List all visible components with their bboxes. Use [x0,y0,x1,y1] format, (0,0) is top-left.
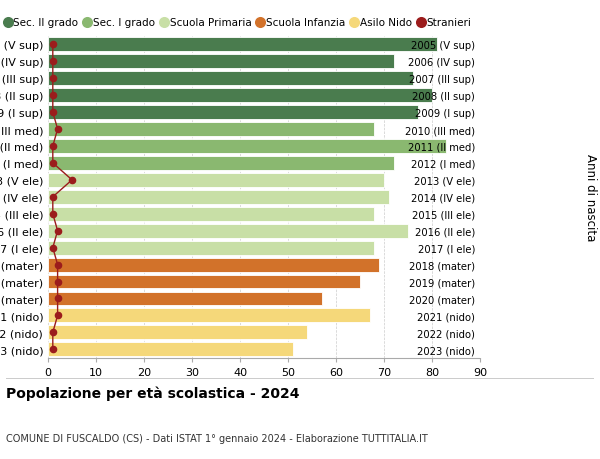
Bar [48,326,307,340]
Bar [48,342,293,357]
Text: Anni di nascita: Anni di nascita [584,154,597,241]
Bar [48,207,374,221]
Point [53,295,62,302]
Point [48,245,58,252]
Bar [48,157,394,170]
Bar [48,275,360,289]
Point [48,211,58,218]
Point [48,143,58,150]
Point [67,177,77,184]
Point [48,346,58,353]
Point [53,278,62,285]
Legend: Sec. II grado, Sec. I grado, Scuola Primaria, Scuola Infanzia, Asilo Nido, Stran: Sec. II grado, Sec. I grado, Scuola Prim… [5,18,471,28]
Bar [48,258,379,272]
Bar [48,89,432,103]
Bar [48,190,389,204]
Text: COMUNE DI FUSCALDO (CS) - Dati ISTAT 1° gennaio 2024 - Elaborazione TUTTITALIA.I: COMUNE DI FUSCALDO (CS) - Dati ISTAT 1° … [6,433,428,442]
Point [48,92,58,100]
Point [53,228,62,235]
Point [48,58,58,66]
Bar [48,106,418,120]
Point [48,160,58,167]
Bar [48,72,413,86]
Point [48,41,58,49]
Bar [48,140,446,154]
Bar [48,38,437,52]
Point [48,329,58,336]
Bar [48,55,394,69]
Point [53,126,62,134]
Bar [48,224,408,238]
Text: Popolazione per età scolastica - 2024: Popolazione per età scolastica - 2024 [6,386,299,400]
Bar [48,123,374,137]
Point [53,312,62,319]
Bar [48,241,374,255]
Point [53,261,62,269]
Point [48,109,58,117]
Bar [48,174,384,187]
Bar [48,292,322,306]
Point [48,194,58,201]
Bar [48,309,370,323]
Point [48,75,58,83]
